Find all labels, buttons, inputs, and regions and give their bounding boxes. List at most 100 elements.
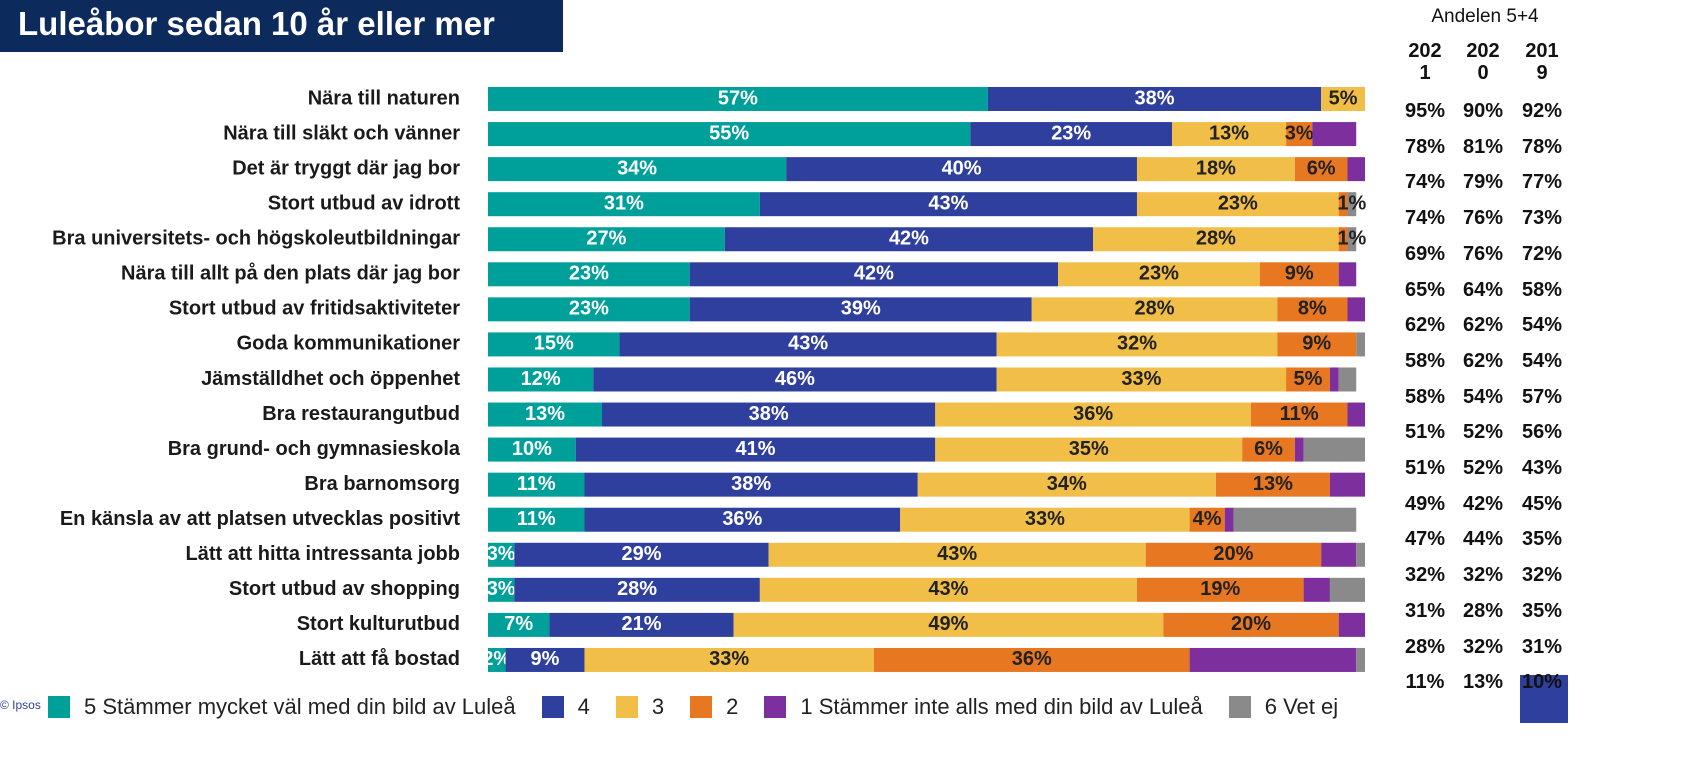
bar-segment xyxy=(1356,647,1365,672)
legend-swatch xyxy=(48,696,70,718)
value-label: 23% xyxy=(569,298,609,320)
bar-segment xyxy=(488,647,506,672)
value-label: 23% xyxy=(569,263,609,285)
bar-segment xyxy=(1242,437,1295,462)
value-label: 9% xyxy=(1285,263,1314,285)
legend-label: 4 xyxy=(577,694,590,719)
bar-segment xyxy=(1136,157,1295,182)
bar-segment xyxy=(619,332,997,357)
table-cell: 28% xyxy=(1404,635,1446,658)
value-label: 1% xyxy=(1337,192,1366,214)
value-label: 11% xyxy=(1280,403,1319,425)
bar-segment xyxy=(1338,192,1348,217)
value-label: 6% xyxy=(1254,438,1283,460)
table-cell: 32% xyxy=(1404,564,1446,587)
bar-segment xyxy=(1303,437,1365,462)
table-cell: 65% xyxy=(1404,278,1446,301)
bar-segment xyxy=(689,297,1032,322)
bar-segment xyxy=(1338,612,1365,637)
bar-segment xyxy=(970,122,1173,147)
bar-segment xyxy=(900,507,1190,532)
column-header: 2019 xyxy=(1525,40,1559,84)
table-cell: 49% xyxy=(1404,492,1446,515)
value-label: 3% xyxy=(487,578,516,600)
value-label: 27% xyxy=(586,228,626,250)
value-label: 23% xyxy=(1218,192,1258,214)
value-label: 42% xyxy=(854,263,894,285)
table-cell: 62% xyxy=(1404,314,1446,337)
value-label: 7% xyxy=(504,613,533,635)
chart-title: Luleåbor sedan 10 år eller mer xyxy=(0,0,563,52)
value-label: 9% xyxy=(531,648,560,670)
value-label: 1% xyxy=(1337,228,1366,250)
bar-segment xyxy=(1136,192,1339,217)
category-label: Stort utbud av idrott xyxy=(268,192,461,214)
bar-segment xyxy=(1286,367,1330,392)
bar-segment xyxy=(1329,367,1339,392)
category-label: Stort utbud av shopping xyxy=(229,578,460,600)
bar-segment xyxy=(1321,87,1365,111)
table-cell: 58% xyxy=(1521,278,1563,301)
table-cell: 95% xyxy=(1404,100,1446,122)
bar-segment xyxy=(935,437,1243,462)
bar-segment xyxy=(759,192,1137,217)
value-label: 6% xyxy=(1307,157,1336,179)
bar-segment xyxy=(1277,297,1348,322)
logo xyxy=(1520,675,1568,723)
table-cell: 77% xyxy=(1521,171,1563,194)
bar-segment xyxy=(505,647,585,672)
bar-segment xyxy=(1338,227,1348,252)
value-label: 39% xyxy=(841,298,881,320)
legend-swatch xyxy=(1228,696,1251,718)
table-cell: 32% xyxy=(1462,635,1504,658)
bar-segment xyxy=(724,227,1094,252)
legend-swatch xyxy=(541,696,564,718)
table-cell: 31% xyxy=(1521,635,1563,658)
table-cell: 78% xyxy=(1404,135,1446,158)
table-cell: 69% xyxy=(1404,242,1446,265)
bar-segment xyxy=(488,507,585,532)
bar-segment xyxy=(488,367,594,392)
bar-segment xyxy=(1172,122,1287,147)
value-label: 20% xyxy=(1231,613,1271,635)
legend-label: 3 xyxy=(651,694,665,719)
bar-segment xyxy=(733,612,1164,637)
value-label: 5% xyxy=(1294,368,1323,390)
legend-item: 3 xyxy=(615,694,665,720)
bar-segment xyxy=(1277,332,1357,357)
table-cell: 51% xyxy=(1404,457,1446,479)
legend-swatch xyxy=(615,696,638,718)
table-cell: 79% xyxy=(1462,171,1504,194)
footer: © Ipsos xyxy=(0,698,41,712)
category-label: Stort kulturutbud xyxy=(297,613,460,635)
value-label: 8% xyxy=(1298,298,1327,320)
category-label: Nära till släkt och vänner xyxy=(223,122,460,144)
category-label: Lätt att hitta intressanta jobb xyxy=(186,543,460,565)
category-label: Stort utbud av fritidsaktiviteter xyxy=(169,298,460,320)
bar-segment xyxy=(1031,297,1278,322)
bar-segment xyxy=(1259,262,1339,287)
table-cell: 44% xyxy=(1462,528,1504,551)
value-label: 19% xyxy=(1200,578,1240,600)
value-label: 38% xyxy=(749,403,789,425)
legend-item: 4 xyxy=(541,694,590,720)
value-label: 11% xyxy=(517,508,556,530)
value-label: 23% xyxy=(1139,263,1179,285)
value-label: 28% xyxy=(617,578,657,600)
table-cell: 76% xyxy=(1462,207,1504,230)
bar-segment xyxy=(1338,367,1357,392)
bar-segment xyxy=(488,472,585,497)
bar-segment xyxy=(1347,192,1357,217)
table-cell: 81% xyxy=(1462,135,1504,158)
bar-segment xyxy=(602,402,936,427)
value-label: 10% xyxy=(512,438,552,460)
table-cell: 47% xyxy=(1404,528,1446,551)
bar-segment xyxy=(1347,227,1357,252)
table-cell: 76% xyxy=(1462,242,1504,265)
value-label: 43% xyxy=(788,333,828,355)
value-label: 35% xyxy=(1069,438,1109,460)
value-label: 11% xyxy=(517,473,556,495)
bar-segment xyxy=(549,612,734,637)
value-label: 36% xyxy=(1012,648,1052,670)
